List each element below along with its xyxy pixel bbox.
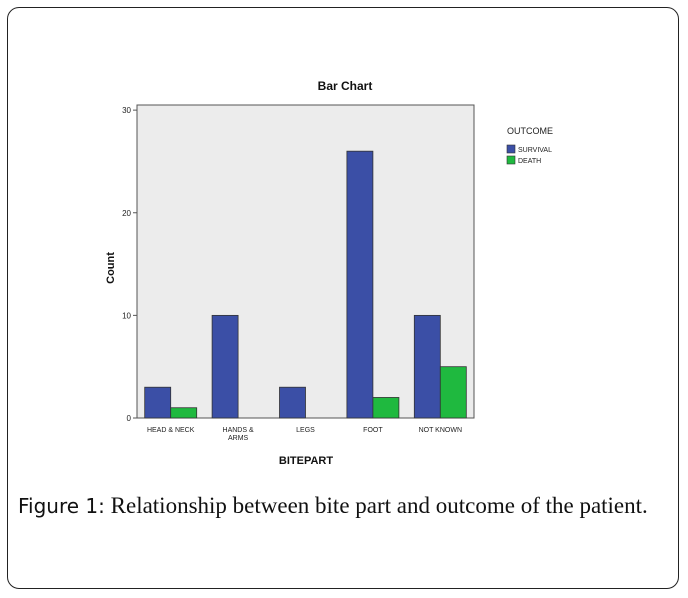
y-tick-label: 0 — [127, 414, 132, 423]
bar-survival-4 — [413, 314, 441, 419]
y-tick-label: 30 — [122, 106, 131, 115]
bar-survival-1 — [211, 314, 239, 419]
bar-survival-3 — [346, 150, 374, 419]
caption-label: Figure 1: — [18, 494, 105, 518]
y-tick-label: 10 — [122, 311, 131, 320]
bar-survival-0 — [144, 386, 172, 419]
y-tick-label: 20 — [122, 209, 131, 218]
legend-label-death: DEATH — [518, 158, 541, 165]
y-axis: 0 10 20 30 — [122, 106, 137, 423]
x-axis: HEAD & NECK HANDS & ARMS LEGS FOOT NOT KNOWN — [147, 427, 462, 442]
x-axis-label: BITEPART — [279, 455, 333, 467]
bar-death-3 — [372, 397, 400, 419]
chart-title: Bar Chart — [318, 79, 373, 93]
x-tick-label: FOOT — [363, 427, 383, 434]
legend-swatch-death — [506, 155, 516, 165]
legend-swatch-survival — [506, 144, 516, 154]
caption-text: Relationship between bite part and outco… — [110, 493, 648, 518]
bar-death-4 — [439, 366, 467, 419]
bar-survival-2 — [279, 386, 306, 419]
x-tick-label: LEGS — [296, 427, 315, 434]
legend: OUTCOME SURVIVAL DEATH — [506, 126, 553, 165]
bar-chart: Bar Chart 0 10 20 30 HEAD & NECK HANDS & ARMS… — [105, 79, 553, 467]
legend-label-survival: SURVIVAL — [518, 147, 552, 154]
bars — [144, 150, 467, 419]
x-tick-label: NOT KNOWN — [419, 427, 462, 434]
x-tick-label: HANDS & ARMS — [223, 427, 254, 442]
x-tick-label: HEAD & NECK — [147, 427, 195, 434]
bar-death-0 — [170, 407, 198, 419]
legend-title: OUTCOME — [507, 126, 553, 136]
y-axis-label: Count — [105, 252, 117, 284]
figure-caption: Figure 1: Relationship between bite part… — [18, 490, 672, 522]
